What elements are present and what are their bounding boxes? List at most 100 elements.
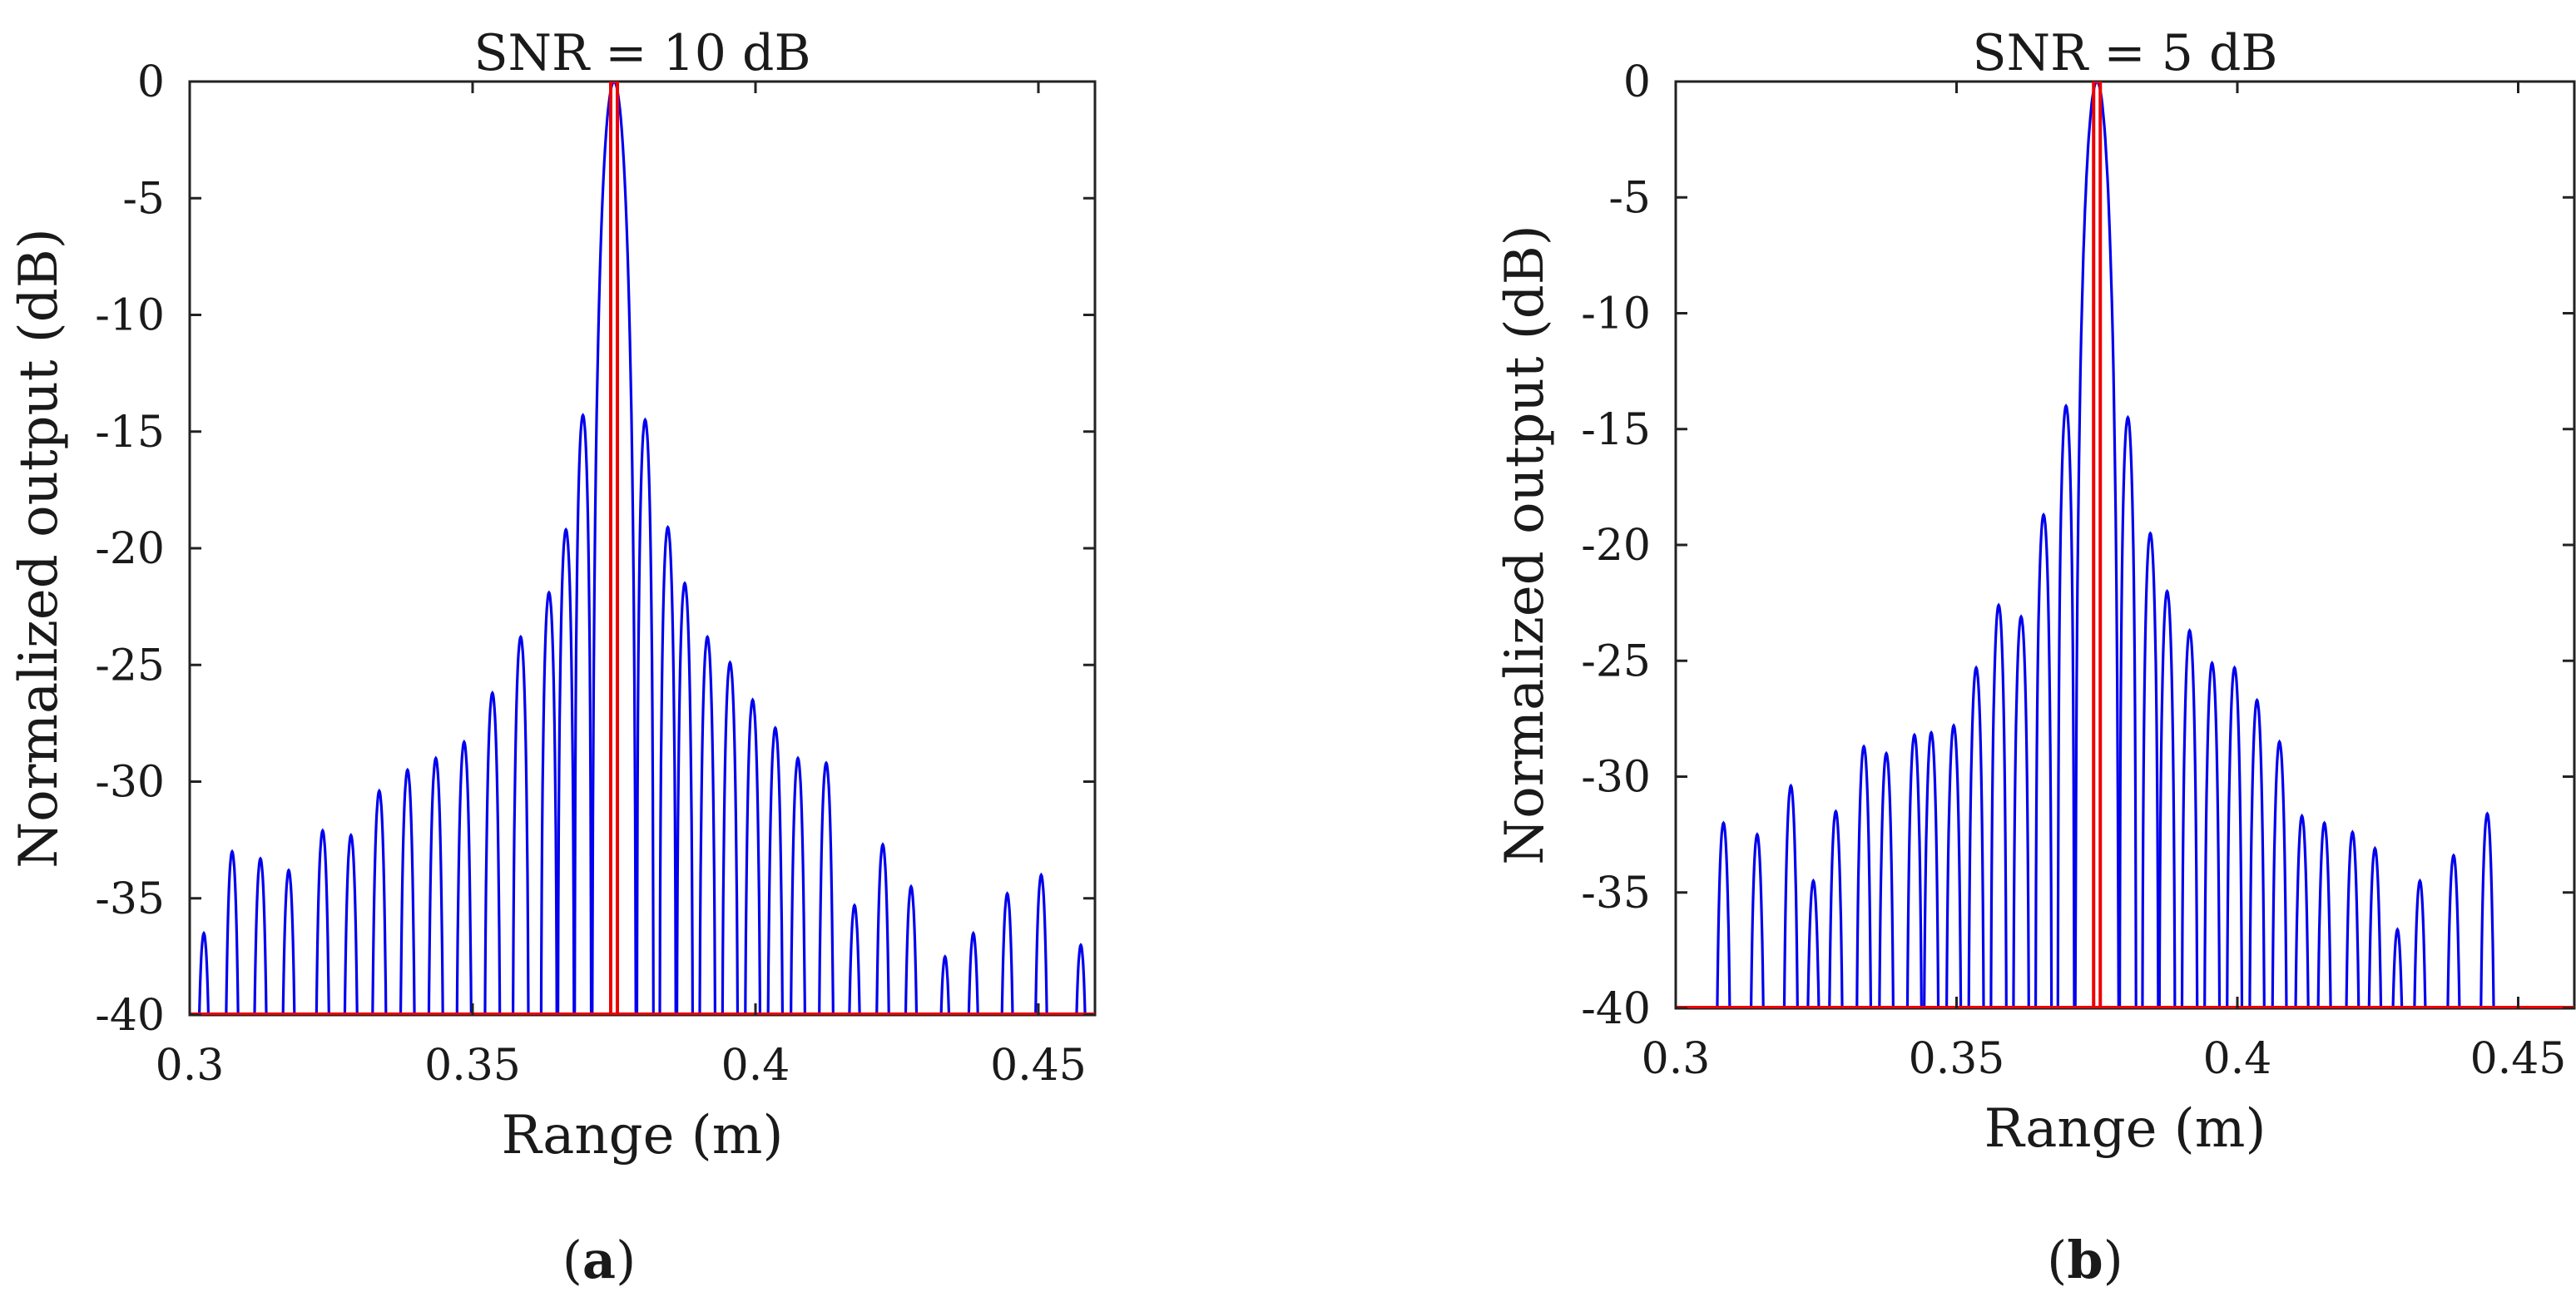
x-tick-label: 0.45 xyxy=(990,1041,1087,1091)
sidelobe xyxy=(343,832,359,1015)
sidelobe xyxy=(1989,602,2008,1008)
y-tick-label: -15 xyxy=(1581,405,1651,455)
sidelobe xyxy=(2316,820,2332,1008)
y-tick-label: -20 xyxy=(1581,521,1651,571)
sidelobe xyxy=(511,634,530,1015)
sidelobe xyxy=(1828,809,1844,1008)
sidelobe xyxy=(1905,732,1923,1008)
sidelobe xyxy=(1855,744,1873,1008)
x-tick-label: 0.35 xyxy=(424,1041,521,1091)
sidelobe xyxy=(2446,853,2461,1008)
sidelobe xyxy=(848,903,861,1015)
sidelobe xyxy=(1944,723,1963,1008)
mainlobe xyxy=(591,82,637,1015)
sidelobe xyxy=(635,417,655,1015)
sidelobe xyxy=(1923,730,1940,1008)
sidelobe xyxy=(1716,820,1731,1008)
chart-title: SNR = 5 dB xyxy=(1973,24,2278,82)
sidelobe xyxy=(2367,845,2383,1008)
y-tick-label: -25 xyxy=(95,641,165,691)
y-tick-label: -30 xyxy=(1581,753,1651,803)
y-tick-label: -40 xyxy=(95,991,165,1041)
sidelobe xyxy=(790,755,806,1015)
sidelobe xyxy=(483,690,502,1015)
sidelobe xyxy=(1806,878,1821,1008)
y-tick-label: -40 xyxy=(1581,984,1651,1034)
sidelobe xyxy=(2345,829,2361,1008)
sidelobe xyxy=(539,590,558,1015)
series-0 xyxy=(1716,82,2495,1008)
panel-a-caption: (a) xyxy=(562,1230,637,1290)
sidelobe xyxy=(1749,832,1765,1008)
panel-b: 0.3 0.35 0.4 0.45 0 -5 -10 -15 -20 -25 -30 -35 -40 SN… xyxy=(1494,24,2576,1160)
sidelobe xyxy=(875,842,890,1015)
sidelobe xyxy=(197,930,211,1015)
sidelobe xyxy=(744,697,762,1015)
sidelobe xyxy=(2294,813,2310,1008)
sidelobe xyxy=(967,930,979,1015)
y-tick-label: -10 xyxy=(1581,290,1651,339)
impulse-peak xyxy=(2092,82,2103,1008)
sidelobe xyxy=(1075,943,1087,1015)
y-tick-label: -5 xyxy=(1608,173,1651,223)
y-tick-label: -25 xyxy=(1581,636,1651,686)
sidelobe xyxy=(2271,739,2288,1008)
plot-area xyxy=(1676,82,2574,1008)
x-tick-label: 0.45 xyxy=(2470,1034,2567,1084)
sidelobe xyxy=(2034,512,2053,1008)
sidelobe xyxy=(2157,588,2177,1008)
sidelobe xyxy=(2479,811,2495,1008)
sidelobe xyxy=(399,767,416,1015)
chart-title: SNR = 10 dB xyxy=(473,24,810,82)
sidelobe xyxy=(455,739,473,1015)
sidelobe xyxy=(557,527,576,1015)
x-tick-label: 0.4 xyxy=(2203,1034,2272,1084)
series-1 xyxy=(190,82,1095,1015)
y-tick-label: -35 xyxy=(1581,869,1651,918)
sidelobe xyxy=(2226,665,2244,1008)
sidelobe xyxy=(2118,414,2138,1008)
sidelobe xyxy=(573,413,593,1015)
panel-a: 0.3 0.35 0.4 0.45 0 -5 -10 -15 -20 -25 -30 -35 -40 SN… xyxy=(8,24,1097,1166)
y-tick-label: -10 xyxy=(95,291,165,341)
sidelobe xyxy=(2391,927,2404,1008)
sidelobe xyxy=(766,725,785,1015)
impulse-peak xyxy=(609,82,619,1015)
x-tick-label: 0.4 xyxy=(721,1041,790,1091)
sidelobe xyxy=(904,884,919,1015)
sidelobe xyxy=(315,828,330,1015)
sidelobe xyxy=(281,868,296,1015)
sidelobe xyxy=(2056,403,2076,1008)
plot-area xyxy=(190,82,1095,1015)
y-axis-label: Normalized output (dB) xyxy=(1494,225,1556,864)
sidelobe xyxy=(225,849,240,1015)
y-tick-label: -35 xyxy=(95,874,165,924)
series-0 xyxy=(197,82,1087,1015)
y-tick-label: -30 xyxy=(95,758,165,808)
x-tick-label: 0.3 xyxy=(1642,1034,1711,1084)
series-1 xyxy=(1676,82,2574,1008)
x-axis-label: Range (m) xyxy=(502,1105,784,1166)
y-tick-label: -15 xyxy=(95,408,165,458)
panel-b-caption: (b) xyxy=(2047,1230,2123,1290)
sidelobe xyxy=(1967,665,1985,1008)
sidelobe xyxy=(2203,660,2222,1008)
y-tick-label: -20 xyxy=(95,524,165,574)
sidelobe xyxy=(1782,783,1799,1008)
x-tick-label: 0.3 xyxy=(156,1041,225,1091)
sidelobe xyxy=(939,954,951,1015)
sidelobe xyxy=(676,581,694,1015)
mainlobe xyxy=(2073,82,2120,1008)
sidelobe xyxy=(2180,627,2199,1008)
sidelobe xyxy=(2413,878,2427,1008)
y-tick-label: 0 xyxy=(1623,57,1651,107)
sidelobe xyxy=(2012,614,2030,1008)
sidelobe xyxy=(2248,697,2266,1008)
sidelobe xyxy=(427,755,444,1015)
sidelobe xyxy=(721,660,740,1015)
sidelobe xyxy=(658,525,677,1015)
y-axis-label: Normalized output (dB) xyxy=(8,228,70,868)
sidelobe xyxy=(818,760,835,1015)
sidelobe xyxy=(253,856,268,1015)
